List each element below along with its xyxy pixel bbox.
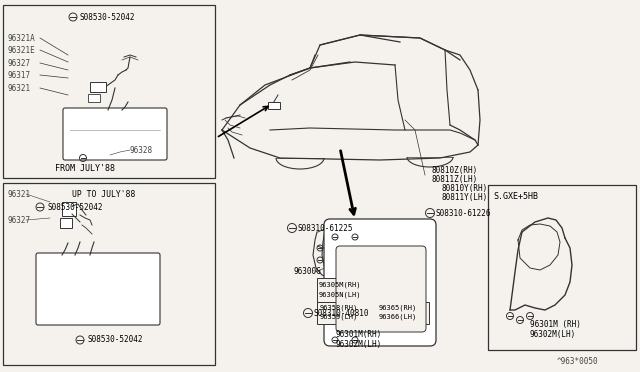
Text: 96321A: 96321A [8, 33, 36, 42]
Text: 80810Z(RH): 80810Z(RH) [432, 166, 478, 174]
Text: 96301M(RH): 96301M(RH) [335, 330, 381, 340]
Text: S08530-52042: S08530-52042 [87, 336, 143, 344]
Text: 96365(RH): 96365(RH) [379, 305, 417, 311]
Text: 80811Y(LH): 80811Y(LH) [442, 192, 488, 202]
Bar [317, 278, 377, 302]
Text: 96327: 96327 [8, 215, 31, 224]
Bar [88, 94, 100, 102]
Text: 96305M(RH): 96305M(RH) [319, 282, 362, 288]
Bar [3, 5, 215, 178]
Text: S08530-52042: S08530-52042 [79, 13, 134, 22]
Bar [488, 185, 636, 350]
Bar [317, 302, 377, 324]
Text: 96366(LH): 96366(LH) [379, 314, 417, 320]
Text: FROM JULY'88: FROM JULY'88 [55, 164, 115, 173]
Text: 96321E: 96321E [8, 45, 36, 55]
Text: 96327: 96327 [8, 58, 31, 67]
Text: UP TO JULY'88: UP TO JULY'88 [72, 189, 136, 199]
Text: 96321: 96321 [8, 189, 31, 199]
Text: 96302M(LH): 96302M(LH) [530, 330, 576, 340]
Text: 80810Y(RH): 80810Y(RH) [442, 183, 488, 192]
Text: S08310-40810: S08310-40810 [314, 308, 369, 317]
FancyBboxPatch shape [63, 108, 167, 160]
Text: ^963*0050: ^963*0050 [557, 357, 598, 366]
Text: 96301M (RH): 96301M (RH) [530, 321, 581, 330]
Text: 96305N(LH): 96305N(LH) [319, 292, 362, 298]
Text: 96358(RH): 96358(RH) [320, 305, 358, 311]
Text: 96328: 96328 [130, 145, 153, 154]
Bar [62, 202, 76, 216]
Text: 80811Z(LH): 80811Z(LH) [432, 174, 478, 183]
Text: 96300G: 96300G [294, 267, 322, 276]
FancyBboxPatch shape [36, 253, 160, 325]
Bar [3, 183, 215, 365]
Text: 96317: 96317 [8, 71, 31, 80]
Text: 96359(LH): 96359(LH) [320, 314, 358, 320]
Bar [60, 218, 72, 228]
Text: 96302M(LH): 96302M(LH) [335, 340, 381, 350]
Text: S.GXE+5HB: S.GXE+5HB [493, 192, 538, 201]
Text: S08310-61225: S08310-61225 [298, 224, 353, 232]
Text: S08530-52042: S08530-52042 [47, 202, 102, 212]
Bar [268, 102, 280, 109]
Bar [90, 82, 106, 92]
Text: S08310-61226: S08310-61226 [436, 208, 492, 218]
Text: 96321: 96321 [8, 83, 31, 93]
FancyBboxPatch shape [324, 219, 436, 346]
FancyBboxPatch shape [336, 246, 426, 332]
Bar [377, 302, 429, 324]
